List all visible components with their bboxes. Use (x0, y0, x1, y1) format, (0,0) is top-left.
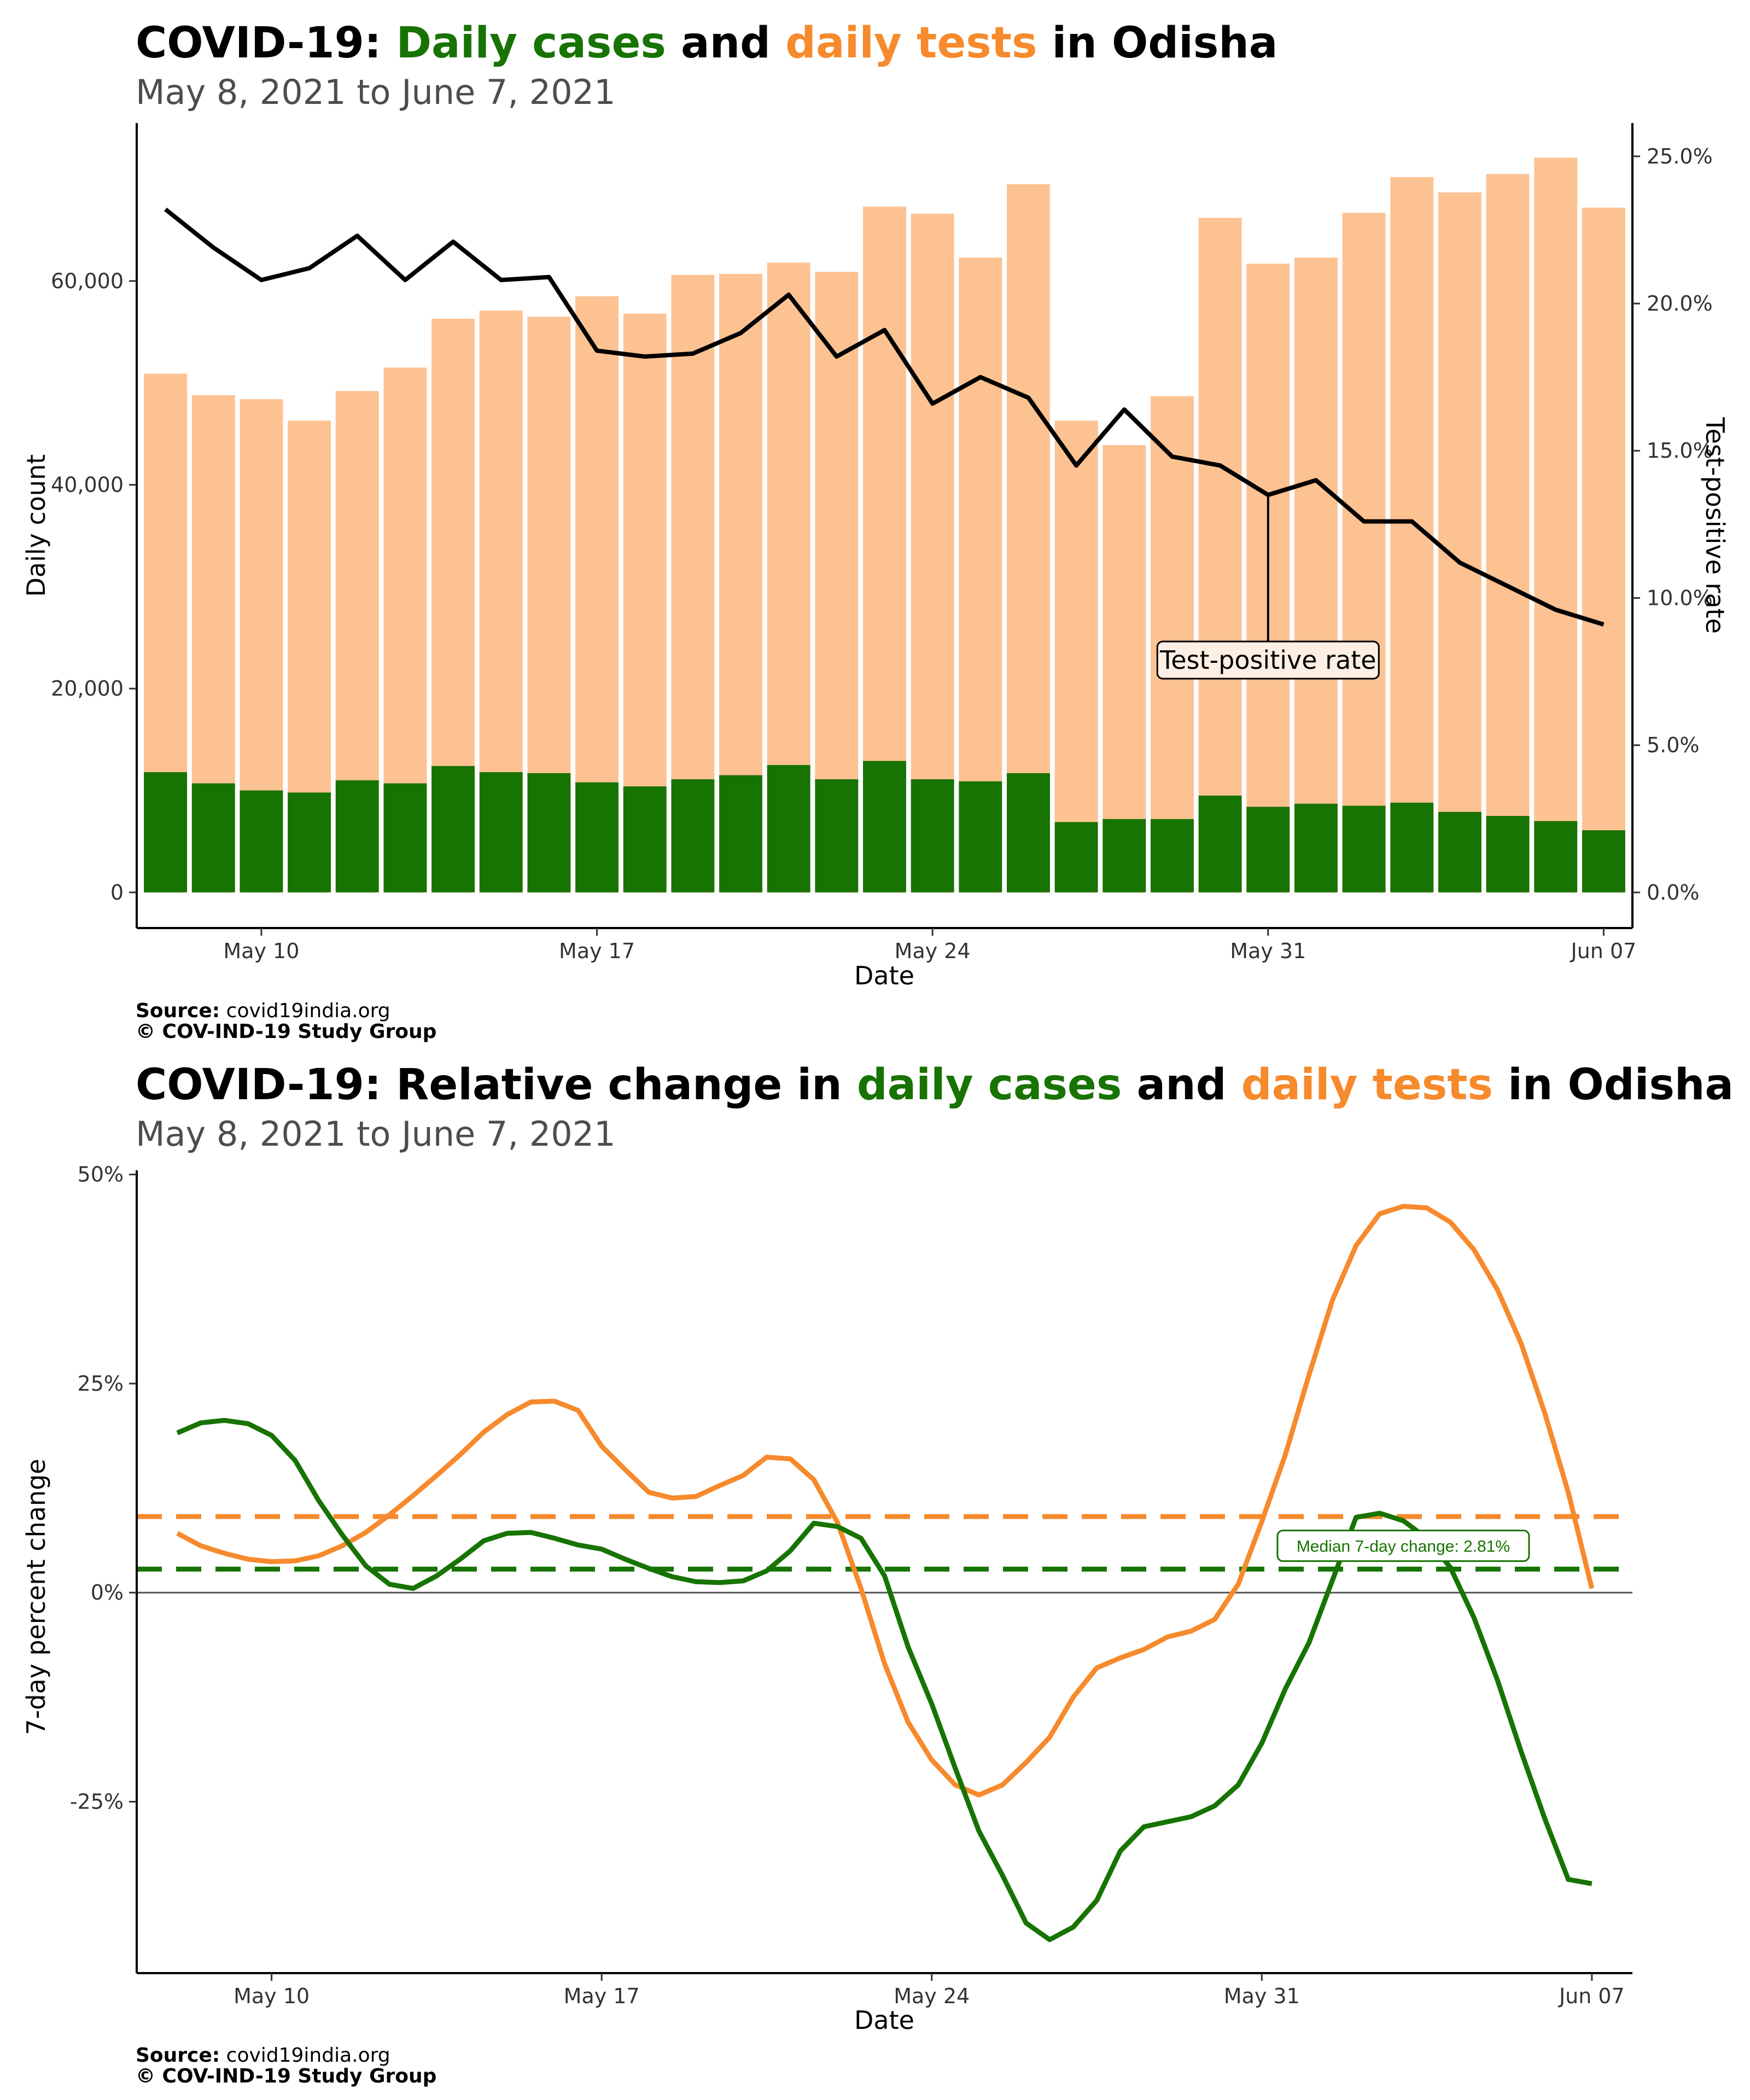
cases-bar-2021-06-06 (1534, 821, 1578, 892)
tests-bar-2021-06-01 (1294, 257, 1338, 892)
bottom-x-tick-label: May 17 (564, 1984, 640, 2008)
cases-bar-2021-05-29 (1151, 819, 1194, 892)
top-y2-axis-label: Test-positive rate (1700, 417, 1730, 634)
cases-bar-2021-05-23 (863, 761, 906, 892)
cases-bar-2021-06-02 (1342, 806, 1386, 892)
tests-bar-2021-06-06 (1534, 158, 1578, 892)
top-y2-tick-label: 25.0% (1647, 144, 1713, 168)
bottom-subtitle: May 8, 2021 to June 7, 2021 (136, 1114, 616, 1154)
bottom-x-tick-label: Jun 07 (1558, 1984, 1625, 2008)
cases-bar-2021-05-19 (671, 779, 715, 892)
bottom-caption-copyright: © COV-IND-19 Study Group (136, 2065, 436, 2087)
cases-bar-2021-06-04 (1438, 812, 1481, 892)
bottom-x-tick-label: May 24 (894, 1984, 970, 2008)
bottom-caption-source: Source: covid19india.org (136, 2044, 390, 2067)
bottom-y-tick-label: -25% (70, 1790, 124, 1814)
top-caption-source: Source: covid19india.org (136, 1000, 390, 1022)
top-tpr-line (164, 207, 1605, 627)
top-cases-bars (144, 761, 1625, 892)
cases-bar-2021-05-31 (1246, 807, 1290, 892)
cases-bar-2021-05-20 (719, 775, 762, 892)
top-y-tick-label: 60,000 (51, 269, 124, 293)
tests-bar-2021-06-05 (1486, 174, 1530, 892)
cases-bar-2021-05-24 (911, 779, 954, 892)
cases-bar-2021-05-13 (383, 783, 427, 892)
top-x-tick-label: May 17 (559, 939, 635, 963)
top-y2-tick-label: 15.0% (1647, 439, 1713, 463)
bottom-cases-line (176, 1418, 1592, 1942)
top-subtitle: May 8, 2021 to June 7, 2021 (136, 72, 616, 112)
cases-bar-2021-05-14 (431, 766, 475, 892)
bottom-x-axis-label: Date (854, 2005, 914, 2035)
cases-bar-2021-06-03 (1390, 802, 1434, 892)
cases-bar-2021-05-12 (335, 780, 379, 892)
bottom-x-tick-label: May 31 (1224, 1984, 1300, 2008)
bottom-y-tick-label: 50% (78, 1163, 124, 1187)
cases-bar-2021-05-25 (959, 781, 1002, 892)
top-annotation-label: Test-positive rate (1159, 645, 1376, 675)
cases-bar-2021-06-07 (1582, 830, 1625, 892)
top-y2-ticks: 0.0% 5.0% 10.0% 15.0% 20.0% 25.0% (1632, 144, 1713, 905)
bottom-y-ticks: -25% 0% 25% 50% (70, 1163, 137, 1814)
top-annotation-box (1156, 640, 1380, 680)
tests-bar-2021-05-28 (1102, 445, 1146, 892)
bottom-annotation-label: Median 7-day change: 2.81% (1297, 1538, 1510, 1556)
cases-bar-2021-06-05 (1486, 816, 1530, 892)
top-y2-tick-label: 0.0% (1647, 880, 1700, 905)
bottom-x-ticks: May 10 May 17 May 24 May 31 Jun 07 (234, 1973, 1625, 2008)
top-title-cases: Daily cases (396, 19, 666, 68)
top-y-ticks: 0 20,000 40,000 60,000 (51, 269, 137, 905)
cases-bar-2021-05-27 (1054, 822, 1098, 892)
top-y-tick-label: 0 (110, 880, 124, 905)
top-title: COVID-19: Daily cases and daily tests in… (136, 19, 1278, 68)
bottom-annotation-box (1276, 1530, 1530, 1562)
cases-bar-2021-05-17 (575, 782, 619, 892)
top-x-tick-label: Jun 07 (1570, 939, 1636, 963)
cases-bar-2021-05-26 (1007, 773, 1050, 892)
top-chart: COVID-19: Daily cases and daily tests in… (21, 19, 1730, 1043)
top-x-axis-label: Date (854, 961, 914, 990)
bottom-title-tests: daily tests (1241, 1060, 1493, 1110)
top-y2-tick-label: 10.0% (1647, 586, 1713, 610)
top-x-ticks: May 10 May 17 May 24 May 31 Jun 07 (223, 928, 1636, 963)
top-y2-tick-label: 20.0% (1647, 291, 1713, 316)
cases-bar-2021-05-11 (288, 792, 331, 892)
cases-bar-2021-05-22 (815, 779, 859, 892)
bottom-chart: COVID-19: Relative change in daily cases… (21, 1060, 1734, 2087)
cases-bar-2021-05-21 (767, 765, 810, 892)
tests-bar-2021-06-07 (1582, 207, 1625, 892)
cases-bar-2021-05-09 (191, 783, 235, 892)
tests-bar-2021-06-04 (1438, 192, 1481, 892)
cases-bar-2021-05-10 (240, 790, 283, 892)
bottom-y-tick-label: 25% (78, 1372, 124, 1396)
cases-bar-2021-05-16 (527, 773, 571, 892)
top-y2-tick-label: 5.0% (1647, 733, 1700, 757)
top-y-axis-label: Daily count (21, 454, 51, 597)
top-x-tick-label: May 24 (895, 939, 971, 963)
tests-bar-2021-05-30 (1198, 218, 1242, 892)
top-y-tick-label: 40,000 (51, 472, 124, 497)
top-x-tick-label: May 31 (1230, 939, 1306, 963)
bottom-title-cases: daily cases (857, 1060, 1122, 1110)
cases-bar-2021-05-08 (144, 772, 188, 892)
cases-bar-2021-05-30 (1198, 795, 1242, 892)
top-x-tick-label: May 10 (223, 939, 299, 963)
tests-bar-2021-05-27 (1054, 421, 1098, 892)
top-caption-copyright: © COV-IND-19 Study Group (136, 1020, 436, 1043)
bottom-y-axis-label: 7-day percent change (21, 1459, 51, 1735)
bottom-x-tick-label: May 10 (234, 1984, 310, 2008)
bottom-tests-line (176, 1204, 1595, 1798)
cases-bar-2021-05-15 (479, 772, 523, 892)
bottom-y-tick-label: 0% (91, 1580, 124, 1605)
top-title-tests: daily tests (785, 19, 1037, 68)
cases-bar-2021-05-18 (623, 786, 667, 892)
bottom-title: COVID-19: Relative change in daily cases… (136, 1060, 1734, 1110)
cases-bar-2021-05-28 (1102, 819, 1146, 892)
cases-bar-2021-06-01 (1294, 803, 1338, 892)
top-y-tick-label: 20,000 (51, 676, 124, 701)
tests-bar-2021-06-02 (1342, 212, 1386, 892)
